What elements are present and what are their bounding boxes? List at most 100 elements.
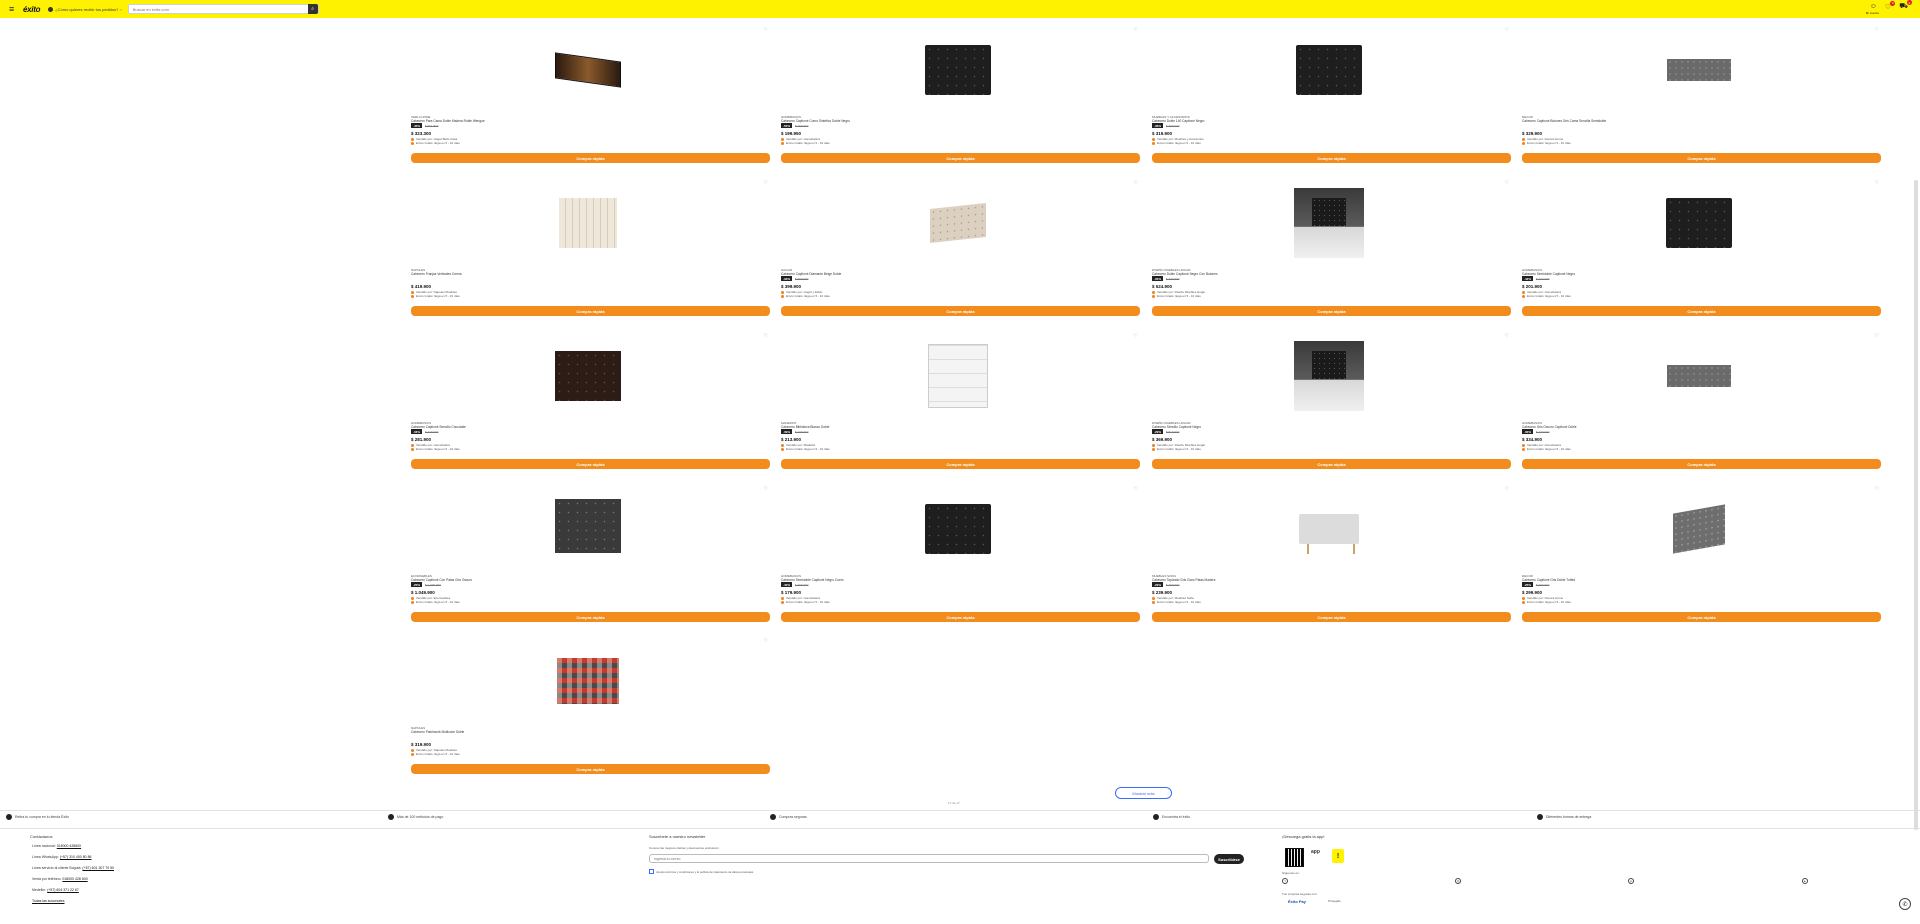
product-image[interactable] — [923, 341, 993, 411]
product-name[interactable]: Cabecero Biblioteca Blanco Doble — [781, 425, 830, 429]
favorite-icon[interactable]: ♡ — [1133, 180, 1138, 186]
product-card[interactable]: ♡ DISEÑO MUEBLES HOGAR Cabecero Sencillo C… — [1152, 330, 1511, 480]
quick-buy-button[interactable]: Compra rápida — [1522, 306, 1881, 316]
search-button[interactable]: ⌕ — [307, 4, 318, 14]
product-card[interactable]: ♡ DECOR Cabecero Capitoné Botones Gris Cam… — [1522, 24, 1881, 174]
favorite-icon[interactable]: ♡ — [1504, 486, 1509, 492]
product-name[interactable]: Cabecero Gris Oscuro Capitoné Doble — [1522, 425, 1577, 429]
product-image[interactable] — [1664, 494, 1734, 564]
menu-icon[interactable]: ≡ — [9, 4, 15, 14]
product-image[interactable] — [923, 188, 993, 258]
favorite-icon[interactable]: ♡ — [1874, 27, 1879, 33]
contact-phone-link[interactable]: (+57) 310 400 80 86 — [59, 855, 92, 859]
search-input[interactable] — [132, 6, 303, 12]
product-image[interactable] — [553, 494, 623, 564]
product-name[interactable]: Cabecero Capitoné Gris Doble Tufted — [1522, 578, 1576, 582]
favorite-icon[interactable]: ♡ — [1504, 333, 1509, 339]
quick-buy-button[interactable]: Compra rápida — [411, 764, 770, 774]
product-image[interactable] — [553, 188, 623, 258]
favorite-icon[interactable]: ♡ — [763, 27, 768, 33]
product-image[interactable] — [923, 494, 993, 564]
product-name[interactable]: Cabecero Doble 140 Capitoné Negro — [1152, 119, 1205, 123]
quick-buy-button[interactable]: Compra rápida — [781, 612, 1140, 622]
product-name[interactable]: Cabecero Capitoné Con Patas Gris Oscuro — [411, 578, 473, 582]
favorite-icon[interactable]: ♡ — [1133, 333, 1138, 339]
product-card[interactable]: ♡ NAPOLES Cabecero Franjas Verticales Crem… — [411, 177, 770, 327]
product-card[interactable]: ♡ MUEBLES SOFIA Cabecero Tapizado Gris Cla… — [1152, 483, 1511, 633]
subscribe-button[interactable]: Suscribirse — [1214, 854, 1244, 864]
favorite-icon[interactable]: ♡ — [763, 486, 768, 492]
product-image[interactable] — [1664, 188, 1734, 258]
product-card[interactable]: ♡ ECOMUEBLES Cabecero Capitoné Con Patas G… — [411, 483, 770, 633]
product-card[interactable]: ♡ MUEBLES Y ACCESORIOS Cabecero Doble 140 … — [1152, 24, 1511, 174]
product-card[interactable]: ♡ MADERKIT Cabecero Biblioteca Blanco Dobl… — [781, 330, 1140, 480]
quick-buy-button[interactable]: Compra rápida — [411, 612, 770, 622]
product-name[interactable]: Cabecero Franjas Verticales Crema — [411, 272, 462, 276]
exito-logo[interactable]: éxito — [23, 4, 41, 14]
terms-checkbox[interactable] — [649, 869, 654, 874]
contact-phone-link[interactable]: (+57) 601 307 70 50 — [82, 866, 115, 870]
scrollbar[interactable] — [1914, 180, 1918, 830]
quick-buy-button[interactable]: Compra rápida — [781, 306, 1140, 316]
product-name[interactable]: Cabecero Capitoné Sencillo Chocolate — [411, 425, 466, 429]
product-image[interactable] — [553, 35, 623, 105]
app-logo-icon[interactable]: ! — [1332, 849, 1344, 863]
product-name[interactable]: Cabecero Doble Capitoné Negro Con Botone… — [1152, 272, 1218, 276]
product-name[interactable]: Cabecero Para Cama Doble Madera Roble We… — [411, 119, 485, 123]
product-card[interactable]: ♡ DISEÑO MUEBLES HOGAR Cabecero Doble Capi… — [1152, 177, 1511, 327]
pinterest-icon[interactable]: p — [1628, 878, 1634, 884]
product-image[interactable] — [923, 35, 993, 105]
product-name[interactable]: Cabecero Capitoné Cuero Sintético Doble … — [781, 119, 850, 123]
product-card[interactable]: ♡ HOMEBASICS Cabecero Semidoble Capitoné N… — [781, 483, 1140, 633]
product-name[interactable]: Cabecero Patchwork Multicolor Doble — [411, 730, 465, 734]
contact-phone-link[interactable]: 018000 428600 — [56, 844, 82, 848]
quick-buy-button[interactable]: Compra rápida — [781, 459, 1140, 469]
quick-buy-button[interactable]: Compra rápida — [1152, 612, 1511, 622]
quick-buy-button[interactable]: Compra rápida — [781, 153, 1140, 163]
favorite-icon[interactable]: ♡ — [763, 638, 768, 644]
quick-buy-button[interactable]: Compra rápida — [411, 306, 770, 316]
quick-buy-button[interactable]: Compra rápida — [1152, 153, 1511, 163]
branches-link[interactable]: Todas las sucursales — [32, 899, 65, 903]
favorite-icon[interactable]: ♡ — [1133, 27, 1138, 33]
delivery-location[interactable]: ¿Cómo quieres recibir tus pedidos? › — [48, 6, 122, 12]
quick-buy-button[interactable]: Compra rápida — [1522, 459, 1881, 469]
quick-buy-button[interactable]: Compra rápida — [411, 459, 770, 469]
product-name[interactable]: Cabecero Tapizado Gris Claro Patas Mader… — [1152, 578, 1216, 582]
youtube-icon[interactable]: ▸ — [1802, 878, 1808, 884]
product-card[interactable]: ♡ HOMEBASICS Cabecero Semidoble Capitoné N… — [1522, 177, 1881, 327]
favorite-icon[interactable]: ♡ — [1504, 180, 1509, 186]
facebook-icon[interactable]: f — [1282, 878, 1288, 884]
quick-buy-button[interactable]: Compra rápida — [1522, 612, 1881, 622]
favorite-icon[interactable]: ♡ — [1504, 27, 1509, 33]
product-card[interactable]: ♡ NAPOLES Cabecero Patchwork Multicolor Do… — [411, 635, 770, 785]
contact-phone-link[interactable]: (+57) 604 371 22 67 — [47, 888, 79, 892]
product-card[interactable]: ♡ VERLA HOME Cabecero Para Cama Doble Made… — [411, 24, 770, 174]
instagram-icon[interactable]: ◎ — [1455, 878, 1461, 884]
favorite-icon[interactable]: ♡ — [1133, 486, 1138, 492]
whatsapp-icon[interactable]: ✆ — [1899, 898, 1911, 910]
product-card[interactable]: ♡ DECOR Cabecero Capitoné Gris Doble Tufte… — [1522, 483, 1881, 633]
product-image[interactable] — [1664, 35, 1734, 105]
show-more-button[interactable]: Mostrar más — [1115, 787, 1172, 799]
product-card[interactable]: ♡ HOMEBASICS Cabecero Capitoné Cuero Sinté… — [781, 24, 1140, 174]
product-name[interactable]: Cabecero Semidoble Capitoné Negro — [1522, 272, 1575, 276]
quick-buy-button[interactable]: Compra rápida — [1522, 153, 1881, 163]
quick-buy-button[interactable]: Compra rápida — [1152, 306, 1511, 316]
product-image[interactable] — [1294, 188, 1364, 258]
product-name[interactable]: Cabecero Capitoné Diamante Beige Doble — [781, 272, 842, 276]
lists-button[interactable]: ♡ 0 — [1885, 0, 1896, 11]
quick-buy-button[interactable]: Compra rápida — [411, 153, 770, 163]
quick-buy-button[interactable]: Compra rápida — [1152, 459, 1511, 469]
product-card[interactable]: ♡ HOMEBASICS Cabecero Gris Oscuro Capitoné… — [1522, 330, 1881, 480]
product-image[interactable] — [1294, 341, 1364, 411]
favorite-icon[interactable]: ♡ — [1874, 486, 1879, 492]
product-name[interactable]: Cabecero Semidoble Capitoné Negro Cuero — [781, 578, 844, 582]
product-image[interactable] — [553, 646, 623, 716]
product-card[interactable]: ♡ HOMEBASICS Cabecero Capitoné Sencillo Ch… — [411, 330, 770, 480]
favorite-icon[interactable]: ♡ — [763, 180, 768, 186]
newsletter-email-input[interactable] — [649, 854, 1209, 863]
product-image[interactable] — [1664, 341, 1734, 411]
product-name[interactable]: Cabecero Sencillo Capitoné Negro — [1152, 425, 1202, 429]
product-card[interactable]: ♡ HOGAR Cabecero Capitoné Diamante Beige D… — [781, 177, 1140, 327]
